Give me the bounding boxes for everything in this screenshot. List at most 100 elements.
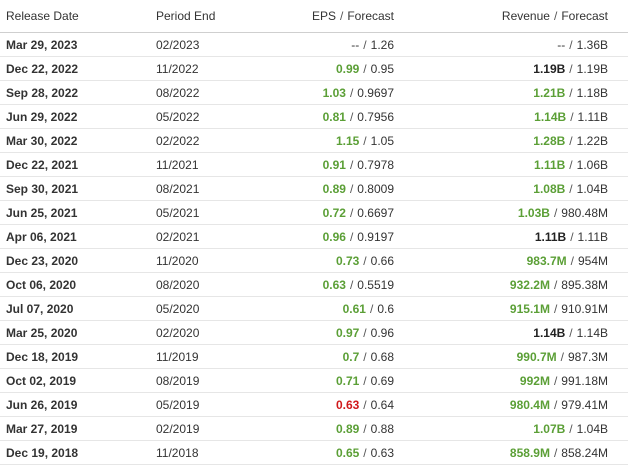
- table-row: Jul 07, 2020 05/2020 0.61/0.6 915.1M/910.91…: [0, 297, 628, 321]
- eps-actual: 1.03: [322, 86, 346, 100]
- table-row: Dec 22, 2021 11/2021 0.91/0.7978 1.11B/1.06…: [0, 153, 628, 177]
- header-separator: /: [339, 9, 344, 23]
- eps-cell: 0.99/0.95: [336, 57, 394, 81]
- eps-actual: 0.97: [335, 326, 360, 340]
- revenue-actual: 1.08B: [533, 182, 566, 196]
- value-separator: /: [553, 446, 558, 460]
- revenue-cell: 990.7M/987.3M: [517, 345, 608, 369]
- release-date-cell: Sep 28, 2022: [6, 86, 79, 100]
- revenue-cell: 992M/991.18M: [520, 369, 608, 393]
- value-separator: /: [349, 278, 354, 292]
- period-end-cell: 11/2021: [156, 158, 199, 172]
- eps-actual: 0.63: [335, 398, 360, 412]
- eps-actual: --: [351, 38, 360, 52]
- release-date-cell: Jun 26, 2019: [6, 398, 78, 412]
- eps-actual: 0.96: [322, 230, 346, 244]
- revenue-actual: 932.2M: [509, 278, 550, 292]
- value-separator: /: [570, 110, 574, 124]
- revenue-actual: 1.21B: [533, 86, 566, 100]
- revenue-actual: 1.14B: [534, 110, 567, 124]
- period-end-cell: 11/2019: [156, 350, 199, 364]
- eps-cell: 0.97/0.96: [336, 321, 394, 345]
- column-header-revenue[interactable]: Revenue / Forecast: [502, 0, 608, 33]
- column-header-eps[interactable]: EPS / Forecast: [312, 0, 394, 33]
- revenue-actual: 915.1M: [509, 302, 550, 316]
- release-date-cell: Apr 06, 2021: [6, 230, 77, 244]
- eps-forecast: 0.6697: [357, 206, 394, 220]
- eps-cell: 0.81/0.7956: [323, 105, 394, 129]
- value-separator: /: [553, 374, 558, 388]
- revenue-cell: 1.11B/1.11B: [535, 225, 608, 249]
- value-separator: /: [553, 302, 558, 316]
- value-separator: /: [349, 86, 354, 100]
- revenue-forecast: 1.11B: [577, 230, 608, 244]
- revenue-forecast: 991.18M: [561, 374, 608, 388]
- value-separator: /: [569, 86, 573, 100]
- release-date-cell: Jul 07, 2020: [6, 302, 74, 316]
- eps-forecast: 0.95: [370, 62, 394, 76]
- revenue-cell: 1.14B/1.11B: [534, 105, 608, 129]
- period-end-cell: 02/2022: [156, 134, 200, 148]
- table-row: Dec 18, 2019 11/2019 0.7/0.68 990.7M/987.3M: [0, 345, 628, 369]
- revenue-forecast: 954M: [577, 254, 608, 268]
- column-header-period-end[interactable]: Period End: [156, 9, 216, 23]
- eps-cell: --/1.26: [351, 33, 394, 57]
- eps-actual: 0.63: [322, 278, 346, 292]
- release-date-cell: Mar 25, 2020: [6, 326, 78, 340]
- revenue-actual: 1.14B: [533, 326, 566, 340]
- revenue-forecast: 1.04B: [576, 422, 608, 436]
- revenue-forecast: 895.38M: [561, 278, 608, 292]
- eps-forecast: 0.7956: [357, 110, 394, 124]
- value-separator: /: [560, 350, 564, 364]
- revenue-cell: 858.9M/858.24M: [510, 441, 608, 465]
- release-date-cell: Dec 22, 2021: [6, 158, 79, 172]
- period-end-cell: 05/2019: [156, 398, 200, 412]
- value-separator: /: [569, 422, 573, 436]
- revenue-actual: 1.28B: [533, 134, 566, 148]
- eps-actual: 0.7: [342, 350, 360, 364]
- eps-cell: 0.73/0.66: [336, 249, 394, 273]
- value-separator: /: [349, 182, 354, 196]
- revenue-forecast: 1.06B: [576, 158, 608, 172]
- eps-cell: 0.7/0.68: [343, 345, 394, 369]
- release-date-cell: Jun 25, 2021: [6, 206, 78, 220]
- period-end-cell: 11/2018: [156, 446, 199, 460]
- release-date-cell: Jun 29, 2022: [6, 110, 78, 124]
- revenue-forecast: 1.36B: [576, 38, 608, 52]
- value-separator: /: [363, 446, 367, 460]
- eps-forecast: 0.96: [370, 326, 394, 340]
- revenue-cell: 1.11B/1.06B: [534, 153, 608, 177]
- eps-forecast: 0.64: [370, 398, 394, 412]
- period-end-cell: 11/2020: [156, 254, 199, 268]
- eps-cell: 0.89/0.8009: [323, 177, 394, 201]
- revenue-forecast-header-label: Forecast: [561, 9, 608, 23]
- revenue-forecast: 980.48M: [561, 206, 608, 220]
- eps-header-label: EPS: [311, 9, 336, 23]
- table-row: Dec 22, 2022 11/2022 0.99/0.95 1.19B/1.19B: [0, 57, 628, 81]
- revenue-cell: 1.07B/1.04B: [533, 417, 608, 441]
- revenue-actual: 983.7M: [526, 254, 567, 268]
- table-row: Sep 28, 2022 08/2022 1.03/0.9697 1.21B/1.18…: [0, 81, 628, 105]
- eps-forecast: 0.9197: [357, 230, 394, 244]
- eps-forecast: 0.68: [370, 350, 394, 364]
- revenue-actual: 1.07B: [533, 422, 566, 436]
- revenue-actual: 1.03B: [517, 206, 550, 220]
- revenue-forecast: 858.24M: [561, 446, 608, 460]
- release-date-cell: Oct 06, 2020: [6, 278, 77, 292]
- table-row: Mar 27, 2019 02/2019 0.89/0.88 1.07B/1.04B: [0, 417, 628, 441]
- revenue-actual: 992M: [519, 374, 550, 388]
- eps-forecast-header-label: Forecast: [347, 9, 394, 23]
- period-end-cell: 05/2022: [156, 110, 200, 124]
- value-separator: /: [363, 134, 367, 148]
- release-date-cell: Dec 19, 2018: [6, 446, 79, 460]
- period-end-cell: 02/2020: [156, 326, 200, 340]
- eps-forecast: 1.26: [370, 38, 394, 52]
- revenue-actual: 1.19B: [533, 62, 566, 76]
- eps-actual: 0.72: [322, 206, 346, 220]
- period-end-cell: 08/2019: [156, 374, 200, 388]
- column-header-release-date[interactable]: Release Date: [6, 9, 79, 23]
- header-separator: /: [553, 9, 558, 23]
- period-end-cell: 08/2020: [156, 278, 200, 292]
- value-separator: /: [363, 374, 367, 388]
- revenue-cell: 915.1M/910.91M: [510, 297, 608, 321]
